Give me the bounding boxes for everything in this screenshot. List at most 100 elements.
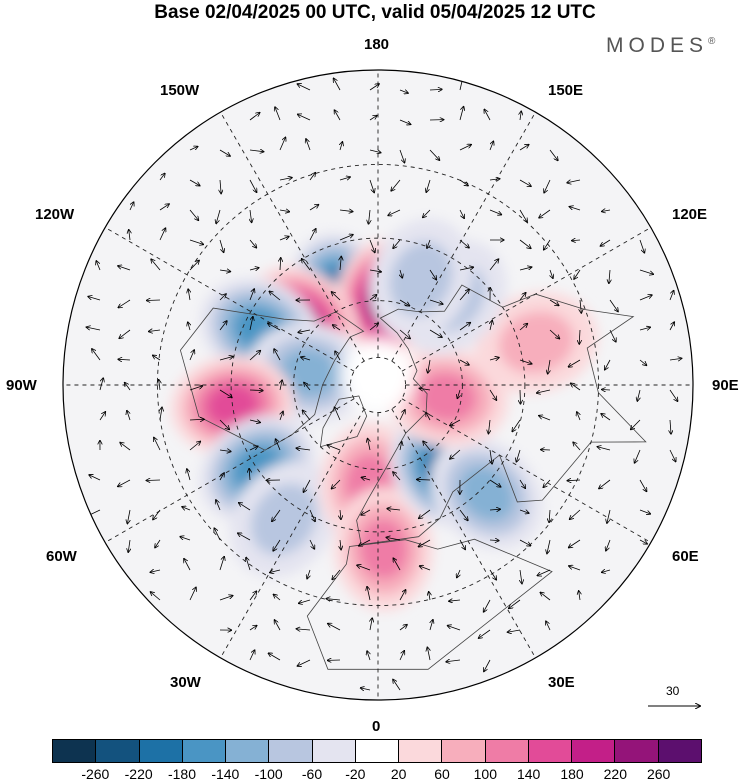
wind-arrow [297, 659, 311, 666]
wind-arrow [519, 539, 531, 546]
wind-arrow [429, 269, 436, 280]
wind-arrow [214, 528, 221, 541]
colorbar-label: 260 [646, 766, 671, 782]
wind-arrow [669, 449, 676, 462]
graticule [63, 70, 693, 700]
colorbar-label: 140 [516, 766, 541, 782]
wind-arrow [272, 509, 281, 521]
wind-arrow [369, 239, 375, 252]
wind-arrow [296, 448, 311, 450]
wind-arrow [219, 557, 224, 571]
wind-arrow [489, 509, 500, 510]
wind-arrow [459, 323, 470, 331]
colorbar [52, 739, 702, 763]
colorbar-label: -100 [254, 766, 283, 782]
wind-arrow [490, 449, 492, 464]
wind-arrow [361, 509, 371, 515]
negative-anomaly [389, 241, 453, 316]
wind-arrow [280, 411, 283, 421]
wind-arrow [400, 269, 402, 278]
wind-arrow [548, 359, 550, 374]
wind-arrow [429, 329, 442, 337]
wind-arrow [459, 239, 469, 248]
wind-arrow [427, 239, 430, 248]
wind-arrow [249, 446, 258, 451]
wind-arrow [393, 472, 401, 481]
colorbar-swatch [182, 740, 227, 762]
wind-arrow [520, 111, 521, 121]
wind-arrow [399, 299, 409, 306]
wind-arrow [508, 630, 521, 632]
wind-arrow [125, 383, 131, 391]
wind-arrow [387, 509, 401, 510]
wind-arrow [274, 620, 281, 631]
wind-arrow [279, 178, 292, 180]
wind-arrow [512, 419, 521, 431]
wind-arrow [417, 479, 431, 480]
wind-arrow [249, 390, 263, 391]
lon-label-0: 0 [372, 718, 381, 735]
wind-arrow [189, 147, 198, 150]
wind-arrow [549, 509, 550, 522]
wind-arrow [188, 322, 190, 331]
wind-arrow [361, 688, 371, 690]
wind-arrow [572, 240, 581, 241]
coastline [356, 284, 647, 546]
wind-arrow [639, 509, 650, 514]
positive-anomaly [498, 311, 574, 374]
wind-arrow [484, 599, 491, 612]
wind-arrow [301, 357, 311, 360]
colorbar-label: -140 [211, 766, 240, 782]
colorbar-swatch [399, 740, 443, 762]
wind-arrow [631, 419, 641, 430]
wind-arrow [607, 509, 611, 523]
wind-arrow [519, 179, 531, 186]
wind-arrow [151, 259, 161, 271]
wind-arrow [639, 479, 647, 491]
wind-arrow [519, 267, 532, 271]
wind-arrow [279, 137, 285, 151]
wind-arrow [334, 407, 341, 421]
wind-arrow [340, 539, 341, 550]
wind-arrow [309, 173, 315, 181]
wind-arrow [153, 509, 161, 520]
wind-arrow [428, 359, 430, 373]
wind-arrow [340, 142, 342, 151]
wind-arrow [546, 621, 551, 631]
wind-arrow [571, 383, 581, 391]
wind-arrow [549, 149, 558, 160]
wind-arrow [279, 236, 289, 241]
wind-arrow [609, 329, 616, 342]
wind-arrow [457, 569, 460, 578]
wind-arrow [459, 359, 469, 365]
wind-arrow [519, 479, 525, 488]
wind-arrow [92, 349, 101, 361]
wind-arrow [550, 269, 553, 278]
wind-arrow [332, 479, 341, 489]
wind-arrow [340, 257, 341, 271]
colorbar-swatch [312, 740, 356, 762]
brand-logo: MODES® [606, 34, 715, 58]
wind-arrow [484, 109, 491, 121]
wind-arrow [537, 389, 551, 393]
wind-arrow [399, 329, 410, 338]
wind-arrow [150, 592, 161, 601]
wind-arrow [639, 359, 647, 365]
wind-arrow [426, 413, 431, 421]
wind-arrow [399, 651, 404, 661]
wind-arrow [391, 179, 401, 191]
wind-arrow [249, 268, 259, 270]
wind-arrow [249, 317, 253, 331]
wind-arrow [393, 679, 401, 691]
wind-arrow [88, 297, 101, 301]
wind-arrow [159, 173, 165, 181]
wind-arrow [189, 587, 196, 601]
wind-arrow [567, 180, 581, 183]
wind-arrow [159, 228, 165, 241]
wind-arrow [339, 235, 353, 241]
wind-arrow [304, 383, 311, 391]
colorbar-label: 220 [603, 766, 628, 782]
wind-arrow [602, 210, 611, 211]
wind-arrow [297, 84, 311, 91]
wind-arrow [570, 509, 581, 519]
